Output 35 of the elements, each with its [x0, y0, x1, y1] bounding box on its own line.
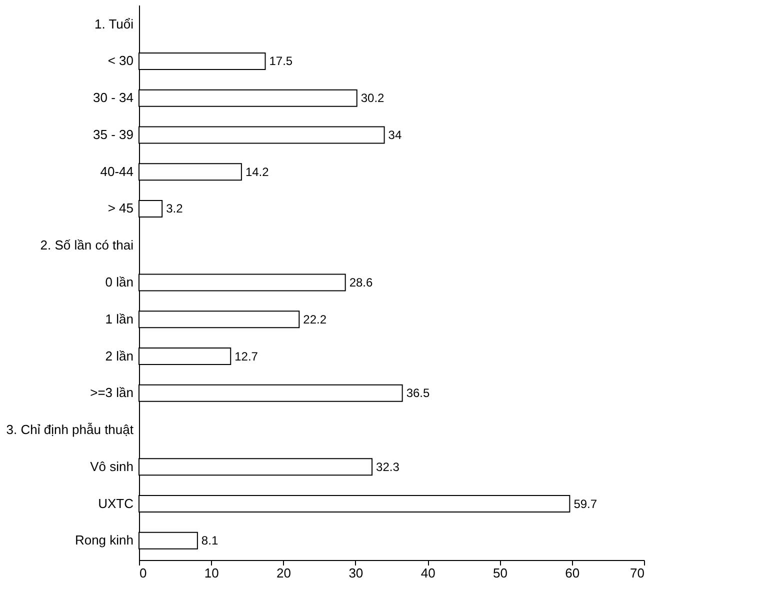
data-label: 28.6	[349, 276, 374, 290]
y-tick-label: > 45	[108, 200, 134, 216]
data-label: 14.2	[245, 164, 270, 179]
y-tick-label: 30 - 34	[93, 90, 134, 106]
data-label: 59.7	[574, 496, 598, 511]
data-label: 8.1	[201, 534, 218, 548]
data-label: 3.2	[166, 202, 184, 216]
y-tick-label: 35 - 39	[93, 126, 134, 142]
y-tick-label: UXTC	[98, 496, 134, 511]
data-label: 12.7	[234, 349, 258, 364]
data-label: 32.3	[376, 460, 400, 474]
y-tick-label: Vô sinh	[90, 458, 134, 474]
y-tick-label: Rong kinh	[74, 532, 134, 548]
x-tick-label: 10	[204, 566, 219, 580]
y-tick-label: 1. Tuổi	[94, 16, 134, 32]
data-label: 34	[388, 128, 402, 142]
y-tick-label: 3. Chỉ định phẫu thuật	[6, 422, 134, 438]
x-tick-label: 20	[276, 566, 292, 580]
y-tick-label: 40-44	[100, 164, 134, 179]
x-tick-label: 70	[630, 566, 644, 580]
x-tick-label: 0	[140, 566, 147, 580]
y-tick-label: < 30	[108, 53, 134, 68]
x-tick-label: 50	[492, 566, 508, 580]
data-label: 22.2	[303, 312, 327, 326]
y-tick-label: 1 lần	[105, 311, 134, 326]
y-tick-label: 0 lần	[105, 274, 134, 290]
data-label: 30.2	[360, 91, 385, 106]
y-tick-label: 2. Số lần có thai	[40, 238, 134, 253]
data-label: 36.5	[406, 386, 430, 400]
y-tick-label: 2 lần	[105, 348, 134, 364]
y-tick-label: >=3 lần	[90, 385, 134, 400]
x-tick-label: 30	[348, 566, 364, 580]
x-tick-label: 60	[565, 566, 580, 580]
x-tick-label: 40	[420, 566, 436, 580]
data-label: 17.5	[269, 54, 293, 68]
